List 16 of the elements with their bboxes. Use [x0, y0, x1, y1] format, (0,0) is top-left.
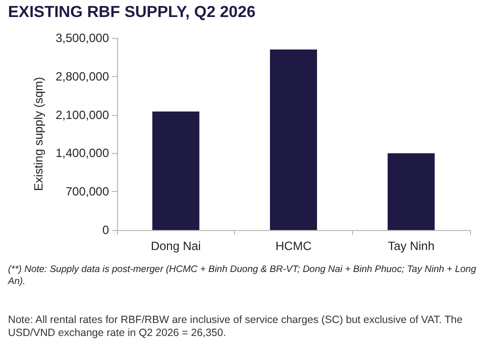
y-axis-title: Existing supply (sqm)	[32, 76, 46, 192]
x-tick-label: Dong Nai	[150, 239, 201, 253]
bar	[152, 112, 200, 230]
text: (**) Note: Supply data is post-merger (HCMC + Binh Duong & BR-VT; Dong Nai + Binh Phuoc; Tay Ninh + Long An).	[8, 264, 478, 288]
y-tick-label: 1,400,000	[56, 146, 110, 160]
bar	[270, 50, 318, 230]
bar	[388, 153, 435, 230]
y-tick-label: 2,100,000	[56, 108, 110, 122]
chart-title: EXISTING RBF SUPPLY, Q2 2026	[8, 4, 256, 22]
y-tick-label: 0	[102, 223, 110, 237]
y-tick-label: 700,000	[66, 184, 110, 199]
text: Note: All rental rates for RBF/RBW are inclusive of service charges (SC) but exclusive of VAT. The USD/VND exchange rate in Q2 2026 = 26,350.	[8, 314, 464, 340]
x-tick-label: HCMC	[276, 239, 312, 253]
y-tick-label: 3,500,000	[56, 31, 110, 45]
x-tick-label: Tay Ninh	[388, 239, 435, 253]
y-tick-label: 2,800,000	[56, 69, 110, 84]
